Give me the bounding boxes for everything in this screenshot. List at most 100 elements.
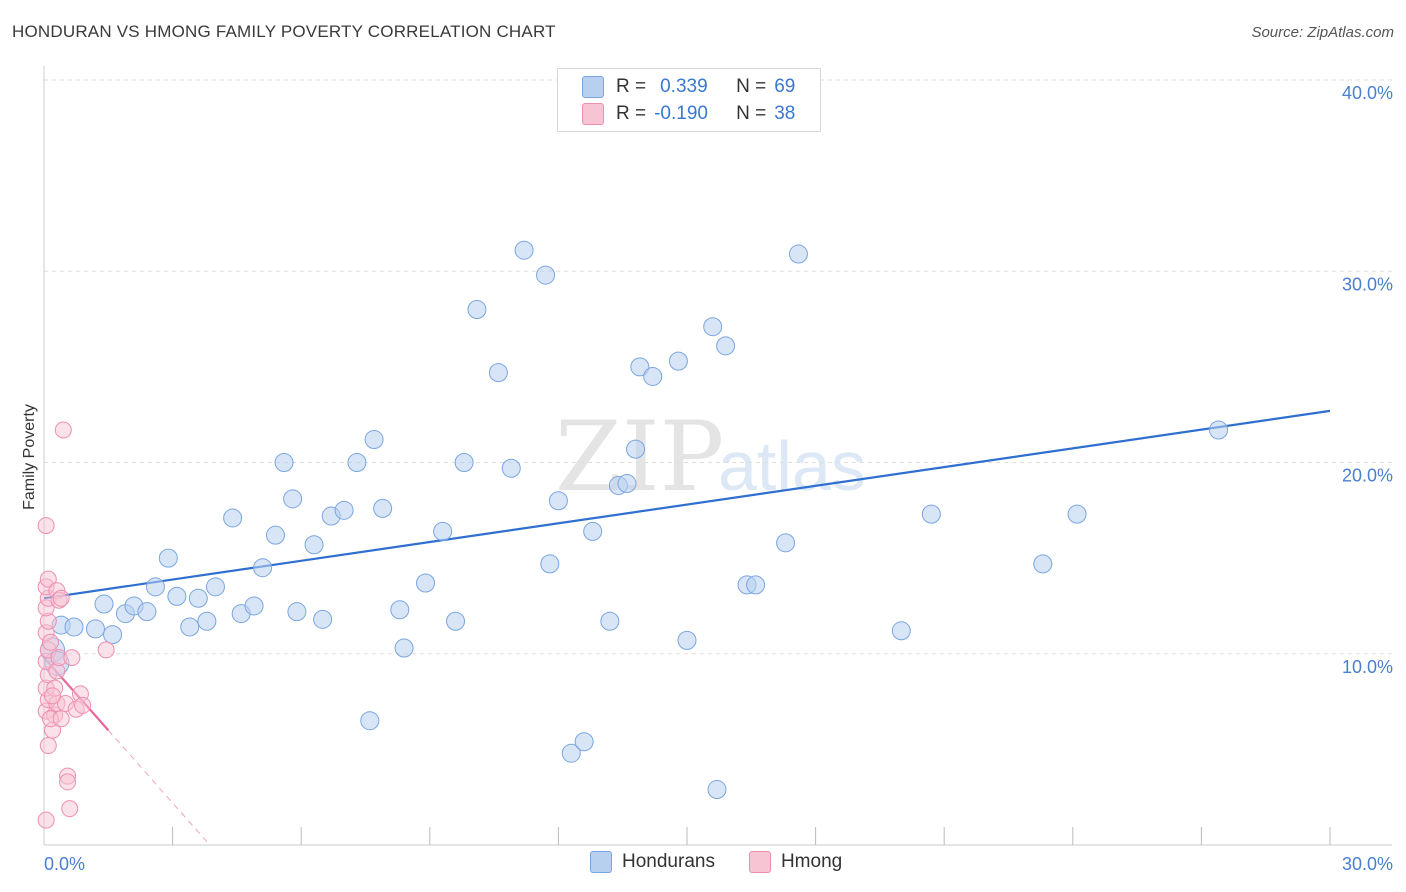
x-tick-label: 30.0% xyxy=(1342,854,1393,874)
hmong-point xyxy=(63,649,81,667)
r-value: 0.339 xyxy=(660,76,708,97)
hmong-point xyxy=(37,811,55,829)
honduran-point xyxy=(630,357,650,377)
honduran-point xyxy=(360,711,380,731)
hmong-point xyxy=(61,800,79,818)
chart-title: HONDURAN VS HMONG FAMILY POVERTY CORRELA… xyxy=(12,22,556,41)
honduran-point xyxy=(197,611,217,631)
hmong-trend-extension xyxy=(107,729,208,843)
honduran-point xyxy=(677,630,697,650)
honduran-point xyxy=(788,244,808,264)
honduran-point xyxy=(205,577,225,597)
honduran-point xyxy=(64,617,84,637)
hmong-point xyxy=(59,773,77,791)
honduran-point xyxy=(433,521,453,541)
hmong-point xyxy=(41,633,59,651)
legend-item-hmong: Hmong xyxy=(748,851,843,873)
honduran-point xyxy=(467,300,487,319)
legend-row-hondurans: R = 0.339 N = 69 xyxy=(582,75,795,99)
honduran-point xyxy=(390,600,410,620)
tick-labels: 10.0% 20.0% 30.0% 40.0% 0.0% 30.0% xyxy=(44,83,1393,874)
honduran-point xyxy=(223,508,243,528)
honduran-point xyxy=(501,458,521,478)
honduran-point xyxy=(180,617,200,637)
honduran-point xyxy=(373,498,393,518)
honduran-point xyxy=(364,430,384,450)
honduran-point xyxy=(540,554,560,574)
y-tick-label: 20.0% xyxy=(1342,466,1393,486)
legend-row-hmong: R = -0.190 N = 38 xyxy=(582,102,795,126)
honduran-point xyxy=(265,525,285,545)
honduran-point xyxy=(85,619,105,639)
hmong-label: Hmong xyxy=(780,851,843,872)
hmong-point xyxy=(74,696,92,714)
honduran-point xyxy=(891,621,911,641)
honduran-point xyxy=(287,602,307,622)
r-label: R = xyxy=(616,76,647,97)
honduran-point xyxy=(274,453,294,472)
hmong-point xyxy=(44,687,62,705)
honduran-point xyxy=(253,558,273,578)
honduran-point xyxy=(1033,554,1053,574)
honduran-point xyxy=(536,265,556,285)
hmong-point xyxy=(52,589,70,607)
hondurans-swatch xyxy=(582,76,604,98)
honduran-point xyxy=(703,317,723,337)
n-label: N = xyxy=(736,76,767,97)
honduran-point xyxy=(167,586,187,606)
honduran-point xyxy=(514,240,534,260)
watermark: ZIP atlas xyxy=(555,401,866,513)
honduran-point xyxy=(583,521,603,541)
data-points xyxy=(37,240,1229,829)
honduran-point xyxy=(921,504,941,524)
hmong-swatch xyxy=(582,103,604,125)
hmong-point xyxy=(39,737,57,755)
honduran-point xyxy=(746,575,766,595)
honduran-point xyxy=(283,489,303,509)
hmong-point xyxy=(97,641,115,659)
honduran-point xyxy=(626,439,646,459)
honduran-point xyxy=(707,780,727,800)
honduran-point xyxy=(1209,420,1229,440)
honduran-point xyxy=(103,625,123,645)
honduran-point xyxy=(347,453,367,472)
honduran-point xyxy=(668,351,688,371)
honduran-point xyxy=(416,573,436,593)
y-tick-label: 40.0% xyxy=(1342,83,1393,103)
honduran-point xyxy=(188,588,208,608)
legend-item-hondurans: Hondurans xyxy=(590,851,715,873)
hmong-point xyxy=(39,570,57,588)
honduran-point xyxy=(1067,504,1087,524)
honduran-point xyxy=(158,548,178,568)
n-value: 38 xyxy=(774,103,796,124)
honduran-point xyxy=(334,500,354,520)
honduran-point xyxy=(313,609,333,629)
y-tick-label: 30.0% xyxy=(1342,274,1393,294)
honduran-point xyxy=(137,602,157,622)
honduran-point xyxy=(304,535,324,555)
hmong-point xyxy=(37,517,55,535)
x-tick-label: 0.0% xyxy=(44,854,85,874)
honduran-point xyxy=(446,611,466,631)
honduran-point xyxy=(145,577,165,597)
y-axis-label: Family Poverty xyxy=(21,404,38,510)
hmong-swatch xyxy=(748,851,771,873)
source-label: Source: ZipAtlas.com xyxy=(1251,24,1394,41)
honduran-point xyxy=(454,453,474,472)
gridlines xyxy=(44,79,1392,655)
n-value: 69 xyxy=(774,76,796,97)
honduran-point xyxy=(548,491,568,511)
honduran-point xyxy=(244,596,264,616)
honduran-point xyxy=(394,638,414,658)
honduran-point xyxy=(643,366,663,386)
hmong-point xyxy=(52,710,70,728)
honduran-point xyxy=(94,594,114,614)
series-legend: Hondurans Hmong xyxy=(590,851,876,873)
honduran-point xyxy=(488,363,508,383)
r-label: R = xyxy=(616,103,647,124)
hondurans-label: Hondurans xyxy=(622,851,715,872)
hondurans-swatch xyxy=(590,851,612,873)
correlation-legend: R = 0.339 N = 69 R = -0.190 N = 38 xyxy=(557,68,821,132)
honduran-point xyxy=(600,611,620,631)
